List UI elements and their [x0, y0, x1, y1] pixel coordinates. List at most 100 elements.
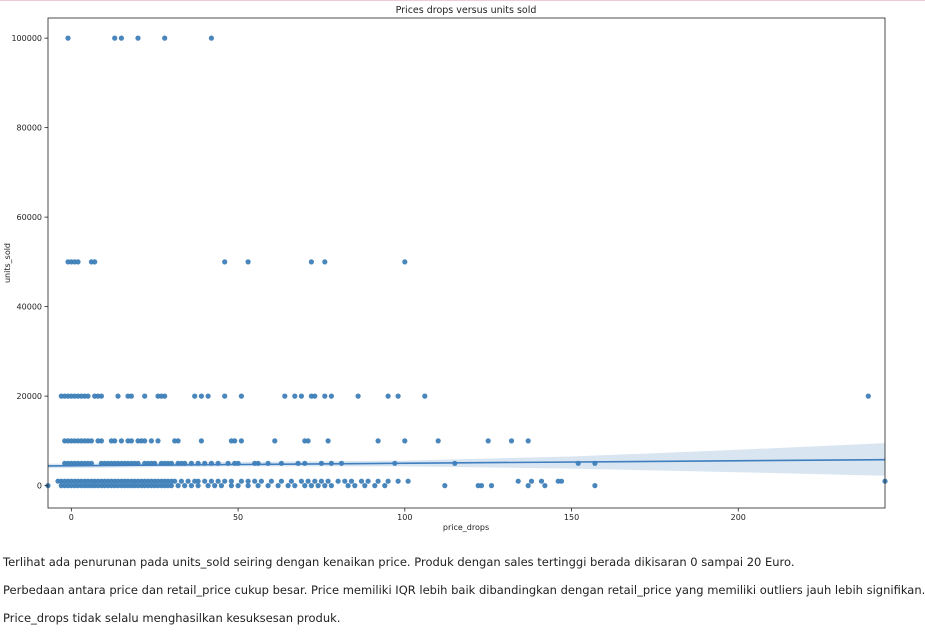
- data-point: [175, 483, 181, 489]
- data-point: [278, 478, 284, 484]
- data-point: [318, 478, 324, 484]
- data-point: [268, 478, 274, 484]
- data-point: [258, 478, 264, 484]
- data-point: [312, 393, 318, 399]
- data-point: [178, 478, 184, 484]
- data-point: [358, 478, 365, 484]
- y-axis-label: units_sold: [3, 243, 12, 283]
- data-point: [238, 478, 244, 484]
- data-point: [215, 478, 221, 484]
- data-point: [198, 393, 204, 399]
- data-point: [422, 393, 428, 399]
- data-point: [228, 483, 234, 489]
- data-point: [65, 35, 71, 41]
- data-point: [205, 483, 211, 489]
- scatter-chart: Prices drops versus units sold 0 50 100 150…: [3, 5, 888, 532]
- data-point: [238, 438, 244, 444]
- markdown-notes: Terlihat ada penurunan pada units_sold s…: [3, 548, 925, 632]
- data-point: [222, 478, 228, 484]
- data-point: [275, 483, 281, 489]
- data-point: [355, 393, 361, 399]
- data-point: [272, 438, 278, 444]
- data-point: [245, 483, 251, 489]
- data-point: [372, 483, 378, 489]
- data-point: [88, 438, 94, 444]
- data-point: [198, 438, 204, 444]
- note-paragraph: Perbedaan antara price dan retail_price …: [3, 583, 925, 597]
- y-tick-label: 40000: [17, 303, 42, 312]
- data-point: [265, 460, 271, 466]
- data-point: [282, 393, 288, 399]
- data-point: [185, 478, 191, 484]
- data-point: [162, 35, 168, 41]
- data-point: [528, 478, 535, 484]
- data-point: [515, 478, 521, 484]
- data-point: [128, 393, 134, 399]
- x-tick-label: 0: [69, 513, 74, 522]
- data-point: [128, 438, 134, 444]
- data-point: [155, 438, 161, 444]
- data-point: [168, 483, 174, 489]
- data-point: [218, 483, 224, 489]
- data-point: [238, 393, 244, 399]
- data-point: [325, 438, 331, 444]
- data-point: [402, 438, 408, 444]
- data-point: [385, 478, 391, 484]
- data-point: [485, 438, 491, 444]
- data-point: [402, 259, 408, 265]
- data-point: [312, 478, 318, 484]
- data-point: [375, 438, 381, 444]
- data-point: [342, 478, 348, 484]
- data-point: [75, 259, 81, 265]
- data-point: [292, 393, 298, 399]
- data-point: [305, 438, 311, 444]
- data-point: [538, 478, 545, 484]
- data-point: [362, 483, 368, 489]
- data-point: [195, 483, 201, 489]
- data-point: [172, 478, 178, 484]
- data-point: [85, 393, 91, 399]
- y-tick-label: 80000: [17, 124, 42, 133]
- data-point: [205, 393, 211, 399]
- data-point: [235, 483, 241, 489]
- data-point: [222, 259, 228, 265]
- data-point: [348, 478, 355, 484]
- data-point: [325, 478, 331, 484]
- data-point: [542, 483, 548, 489]
- x-tick-label: 200: [731, 513, 746, 522]
- data-point: [525, 438, 531, 444]
- data-point: [298, 478, 304, 484]
- data-point: [162, 393, 168, 399]
- data-point: [405, 478, 411, 484]
- data-point: [265, 483, 271, 489]
- data-point: [352, 483, 358, 489]
- x-tick-label: 50: [233, 513, 243, 522]
- data-point: [488, 483, 495, 489]
- data-point: [142, 438, 148, 444]
- data-point: [365, 478, 371, 484]
- y-tick-label: 60000: [17, 213, 42, 222]
- data-point: [92, 259, 98, 265]
- data-point: [382, 483, 388, 489]
- data-point: [98, 438, 104, 444]
- note-paragraph: Terlihat ada penurunan pada units_sold s…: [3, 555, 795, 569]
- data-point: [112, 35, 118, 41]
- data-point: [558, 478, 565, 484]
- data-point: [118, 35, 124, 41]
- data-point: [88, 460, 94, 466]
- regression-line: [47, 458, 886, 467]
- data-point: [508, 438, 515, 444]
- x-tick-label: 100: [397, 513, 412, 522]
- data-point: [118, 438, 124, 444]
- data-point: [335, 478, 341, 484]
- data-point: [175, 438, 181, 444]
- data-point: [182, 483, 188, 489]
- data-point: [592, 483, 598, 489]
- y-tick-label: 100000: [11, 34, 42, 43]
- data-point: [322, 483, 328, 489]
- confidence-band: [48, 443, 885, 476]
- x-tick-label: 150: [564, 513, 579, 522]
- data-point: [252, 478, 258, 484]
- data-point: [255, 483, 261, 489]
- data-point: [288, 478, 294, 484]
